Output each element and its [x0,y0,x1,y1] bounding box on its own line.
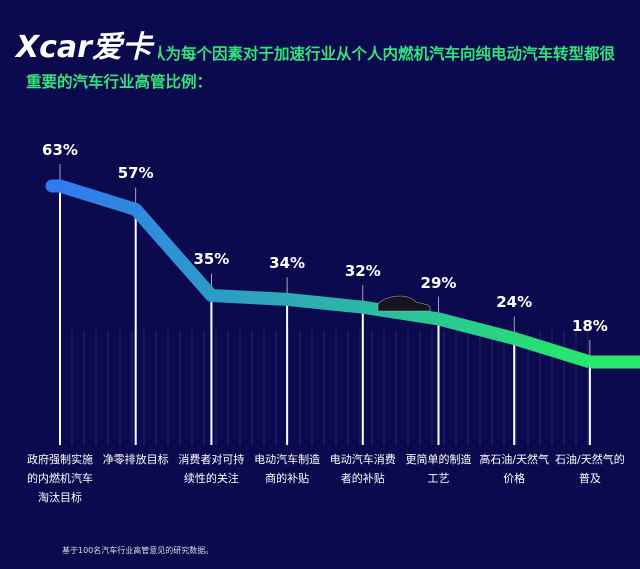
x-tick-label: 电动汽车消费者的补贴 [329,453,396,485]
car-icon [377,295,431,312]
value-label: 57% [117,164,154,183]
chart-title: 在我们的研究中，认为每个因素对于加速行业从个人内燃机汽车向纯电动汽车转型都很重要… [26,45,616,91]
footnote: 基于100名汽车行业高管意见的研究数据。 [62,546,214,555]
x-tick-label: 消费者对可持续性的关注 [178,453,245,485]
x-tick-label: 净零排放目标 [102,453,169,466]
value-label: 34% [269,254,306,273]
series-line [58,179,592,369]
x-tick-label: 高石油/天然气价格 [479,453,550,485]
x-tick-label: 更简单的制造工艺 [405,453,472,485]
x-tick-label: 电动汽车制造商的补贴 [254,453,321,485]
value-label: 24% [496,293,533,312]
value-label: 18% [571,316,608,335]
value-label: 35% [193,250,230,269]
value-label: 29% [420,273,457,292]
x-tick-label: 政府强制实施的内燃机汽车淘汰目标 [27,453,93,504]
watermark: Xcar爱卡 [10,22,158,66]
x-tick-label: 石油/天然气的普及 [555,453,625,485]
value-label: 63% [42,141,78,159]
value-label: 32% [344,262,381,281]
